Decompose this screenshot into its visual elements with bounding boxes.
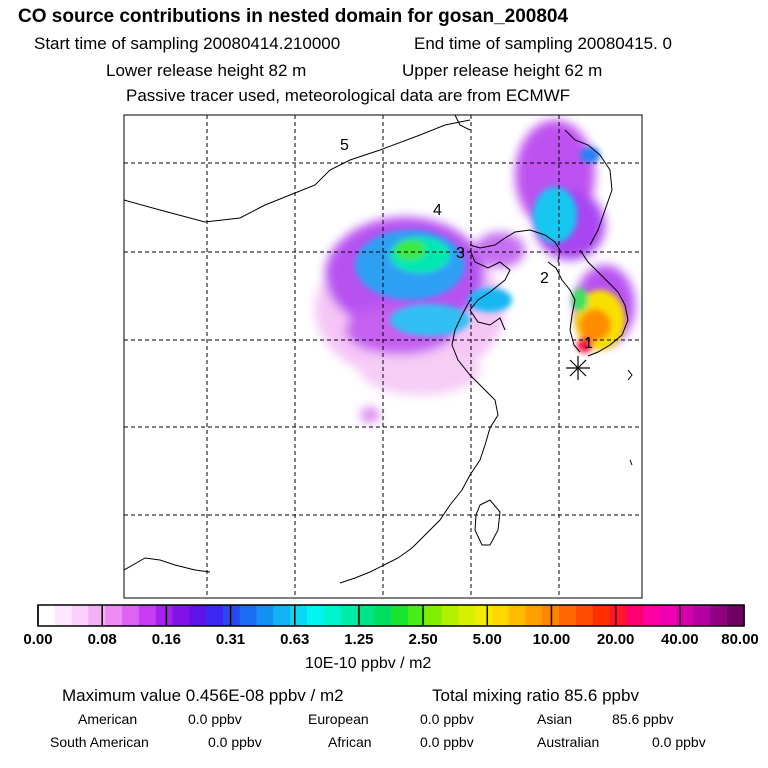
chart-title: CO source contributions in nested domain… — [18, 6, 569, 27]
colorbar-cell — [407, 605, 426, 626]
marker-5: 5 — [340, 137, 349, 154]
colorbar-cell — [525, 605, 543, 626]
colorbar-cell — [256, 605, 274, 626]
colorbar-cell — [727, 605, 745, 626]
colorbar-cell — [206, 605, 224, 626]
region-value: 0.0 ppbv — [188, 711, 242, 727]
field-blob — [395, 240, 425, 260]
colorbar-cell — [357, 605, 375, 626]
colorbar-cell — [391, 605, 409, 626]
region-value: 0.0 ppbv — [420, 734, 474, 750]
colorbar-cell — [626, 605, 644, 626]
colorbar — [37, 604, 745, 627]
colorbar-cell — [458, 605, 476, 626]
colorbar-cell — [71, 605, 89, 626]
region-name: African — [328, 734, 372, 750]
field-blob — [577, 337, 593, 353]
field-blob — [475, 232, 525, 268]
field-blob — [390, 304, 470, 336]
region-name: South American — [50, 734, 149, 750]
region-name: European — [308, 711, 369, 727]
marker-2: 2 — [540, 270, 549, 287]
marker-3: 3 — [456, 245, 465, 262]
region-value: 85.6 ppbv — [612, 711, 674, 727]
colorbar-cell — [424, 605, 442, 626]
colorbar-cell — [323, 605, 342, 626]
colorbar-tick-label: 0.08 — [87, 631, 117, 648]
colorbar-cell — [155, 605, 173, 626]
field-blob — [468, 288, 512, 312]
colorbar-tick-label: 0.16 — [151, 631, 181, 648]
lower-release-label: Lower release height 82 m — [106, 61, 307, 80]
coastlines — [124, 115, 633, 584]
region-value: 0.0 ppbv — [208, 734, 262, 750]
field-blob — [360, 407, 380, 423]
colorbar-cell — [659, 605, 678, 626]
field-blob — [533, 187, 577, 243]
colorbar-cell — [559, 605, 577, 626]
colorbar-cell — [189, 605, 207, 626]
map-frame — [123, 114, 643, 599]
colorbar-cell — [609, 605, 627, 626]
colorbar-cell — [38, 605, 56, 626]
maximum-value-label: Maximum value 0.456E-08 ppbv / m2 — [62, 686, 344, 705]
colorbar-cell — [88, 605, 106, 626]
colorbar-cell — [575, 605, 594, 626]
colorbar-cell — [592, 605, 611, 626]
colorbar-tick-label: 80.00 — [721, 631, 759, 648]
colorbar-tick-label: 0.00 — [23, 631, 53, 648]
colorbar-cell — [508, 605, 526, 626]
colorbar-tick-label: 5.00 — [472, 631, 502, 648]
colorbar-tick-label: 0.31 — [215, 631, 246, 648]
marker-1: 1 — [584, 335, 593, 352]
colorbar-cell — [374, 605, 392, 626]
colorbar-tick-label: 10.00 — [532, 631, 571, 648]
region-name: Asian — [537, 711, 573, 727]
colorbar-cell — [273, 605, 291, 626]
colorbar-cell — [306, 605, 325, 626]
receptor-marker — [566, 356, 590, 380]
colorbar-cell — [54, 605, 73, 626]
colorbar-cell — [710, 605, 728, 626]
colorbar-cell — [290, 605, 308, 626]
region-name: American — [78, 711, 138, 727]
colorbar-cell — [105, 605, 123, 626]
colorbar-tick-label: 2.50 — [408, 631, 438, 648]
colorbar-cell — [239, 605, 258, 626]
field-blob — [360, 345, 480, 395]
colorbar-cell — [693, 605, 711, 626]
colorbar-tick-label: 0.63 — [280, 631, 310, 648]
upper-release-label: Upper release height 62 m — [402, 61, 603, 80]
colorbar-tick-label: 1.25 — [344, 631, 374, 648]
colorbar-cell — [172, 605, 190, 626]
colorbar-cell — [222, 605, 241, 626]
contribution-field — [124, 115, 642, 598]
sampling-start-label: Start time of sampling 20080414.210000 — [34, 34, 341, 53]
region-value: 0.0 ppbv — [420, 711, 474, 727]
field-blob — [579, 309, 611, 341]
colorbar-cell — [643, 605, 661, 626]
tracer-note: Passive tracer used, meteorological data… — [126, 86, 571, 105]
colorbar-cell — [138, 605, 157, 626]
source-markers: 1 2 3 4 5 — [340, 137, 593, 352]
colorbar-cell — [491, 605, 510, 626]
colorbar-cell — [676, 605, 695, 626]
colorbar-cell — [340, 605, 358, 626]
region-value: 0.0 ppbv — [652, 734, 706, 750]
colorbar-cell — [441, 605, 459, 626]
colorbar-units: 10E-10 ppbv / m2 — [305, 655, 432, 672]
colorbar-cell — [475, 605, 493, 626]
marker-4: 4 — [433, 202, 442, 219]
field-blob — [572, 288, 588, 312]
region-name: Australian — [537, 734, 600, 750]
colorbar-tick-label: 20.00 — [596, 631, 635, 648]
colorbar-cell — [122, 605, 140, 626]
total-mixing-label: Total mixing ratio 85.6 ppbv — [432, 686, 639, 705]
colorbar-tick-label: 40.00 — [661, 631, 699, 648]
sampling-end-label: End time of sampling 20080415. 0 — [414, 34, 673, 53]
grid-lines — [124, 115, 642, 598]
